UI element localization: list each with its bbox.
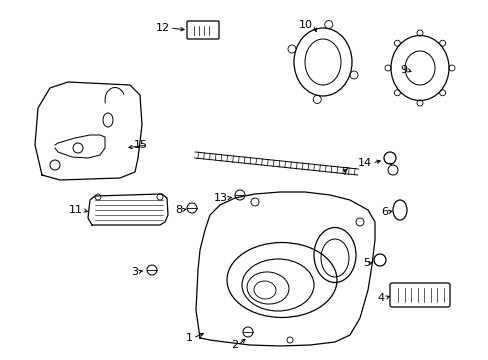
Text: 6: 6	[380, 207, 387, 217]
Text: 4: 4	[377, 293, 384, 303]
Text: 11: 11	[69, 205, 83, 215]
Text: 8: 8	[175, 205, 182, 215]
Text: 7: 7	[340, 167, 347, 177]
Text: 10: 10	[298, 20, 312, 30]
Text: 9: 9	[399, 65, 406, 75]
Text: 13: 13	[214, 193, 227, 203]
Text: 15: 15	[134, 140, 148, 150]
Text: 12: 12	[156, 23, 170, 33]
Text: 3: 3	[131, 267, 138, 277]
Text: 5: 5	[362, 258, 369, 268]
Text: 14: 14	[357, 158, 371, 168]
Text: 2: 2	[230, 340, 238, 350]
Text: 1: 1	[185, 333, 193, 343]
